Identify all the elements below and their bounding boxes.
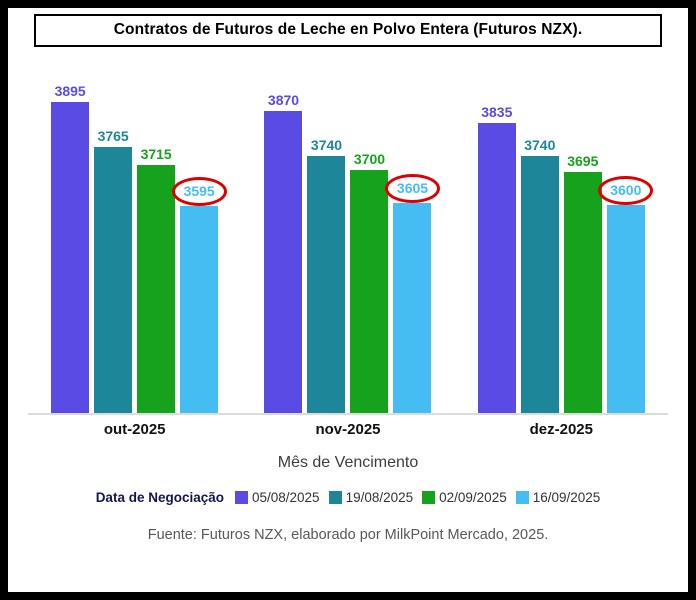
value-label: 3600 bbox=[598, 175, 654, 205]
bar-group: 3870 3740 3700 3605 bbox=[241, 92, 454, 413]
value-text: 3715 bbox=[140, 145, 172, 162]
value-label: 3700 bbox=[354, 151, 385, 167]
bar-column: 3835 bbox=[477, 104, 516, 413]
bar-column: 3740 bbox=[307, 137, 346, 413]
bar-column: 3870 bbox=[264, 92, 303, 413]
bar-column: 3895 bbox=[51, 83, 90, 413]
bar bbox=[520, 155, 559, 413]
legend: Data de Negociação 05/08/2025 19/08/2025 0… bbox=[26, 490, 670, 505]
value-text: 3700 bbox=[353, 150, 386, 167]
bar-column: 3595 bbox=[171, 177, 227, 413]
bar bbox=[94, 147, 133, 413]
value-text: 3740 bbox=[310, 136, 343, 153]
bar bbox=[477, 122, 516, 413]
value-text: 3835 bbox=[481, 103, 513, 120]
bar-group-bars: 3895 3765 3715 3595 bbox=[51, 83, 227, 413]
highlight-ellipse: 3595 bbox=[171, 177, 227, 207]
bar bbox=[393, 202, 432, 413]
value-text: 3895 bbox=[54, 83, 86, 100]
bar bbox=[563, 171, 602, 413]
legend-item-label: 05/08/2025 bbox=[251, 490, 320, 505]
legend-swatch bbox=[422, 491, 436, 504]
bar-column: 3605 bbox=[384, 173, 441, 413]
category-label: out-2025 bbox=[103, 421, 166, 438]
bar-chart-plot-area: 3895 3765 3715 3595 3870 3740 3700 3605 3835 3740… bbox=[28, 63, 668, 415]
bar bbox=[350, 169, 389, 413]
bar bbox=[606, 204, 645, 413]
bar-group-bars: 3835 3740 3695 3600 bbox=[477, 104, 654, 413]
bar-column: 3765 bbox=[94, 128, 133, 413]
x-axis-category-row: out-2025 nov-2025 dez-2025 bbox=[28, 421, 668, 438]
value-label: 3595 bbox=[171, 177, 227, 207]
value-label: 3765 bbox=[98, 128, 129, 144]
bar-column: 3740 bbox=[520, 137, 559, 413]
bar bbox=[307, 155, 346, 413]
x-axis-title: Mês de Vencimento bbox=[277, 454, 419, 471]
value-text: 3695 bbox=[567, 152, 599, 169]
bar bbox=[180, 206, 219, 413]
legend-swatch bbox=[234, 491, 248, 504]
source-caption: Fuente: Futuros NZX, elaborado por MilkP… bbox=[147, 527, 549, 543]
highlight-ellipse: 3600 bbox=[598, 175, 654, 205]
value-label: 3895 bbox=[55, 83, 86, 99]
value-label: 3740 bbox=[311, 137, 342, 153]
legend-swatch bbox=[328, 491, 342, 504]
value-text: 3870 bbox=[267, 91, 300, 108]
legend-item: 16/09/2025 bbox=[515, 490, 601, 505]
category-label: dez-2025 bbox=[529, 421, 593, 438]
value-label: 3740 bbox=[524, 137, 555, 153]
bar bbox=[137, 164, 176, 413]
bar bbox=[51, 102, 90, 413]
bar-column: 3600 bbox=[598, 175, 654, 413]
legend-item: 19/08/2025 bbox=[328, 490, 414, 505]
bar-group: 3835 3740 3695 3600 bbox=[455, 104, 668, 413]
legend-item: 05/08/2025 bbox=[234, 490, 320, 505]
bar-group: 3895 3765 3715 3595 bbox=[28, 83, 241, 413]
legend-item: 02/09/2025 bbox=[422, 490, 507, 505]
bar-group-bars: 3870 3740 3700 3605 bbox=[264, 92, 441, 413]
value-text: 3740 bbox=[524, 136, 556, 153]
category-label: nov-2025 bbox=[315, 421, 381, 438]
bar-column: 3715 bbox=[137, 146, 176, 413]
chart-title: Contratos de Futuros de Leche en Polvo E… bbox=[34, 14, 662, 47]
value-label: 3835 bbox=[481, 104, 512, 120]
legend-title: Data de Negociação bbox=[95, 490, 224, 505]
value-label: 3715 bbox=[141, 146, 172, 162]
legend-item-label: 02/09/2025 bbox=[439, 490, 507, 505]
bar-column: 3695 bbox=[563, 153, 602, 413]
highlight-ellipse: 3605 bbox=[384, 173, 441, 203]
value-text: 3765 bbox=[97, 128, 129, 145]
legend-swatch bbox=[515, 491, 529, 504]
bar bbox=[264, 110, 303, 413]
value-label: 3870 bbox=[268, 92, 299, 108]
value-label: 3695 bbox=[567, 153, 598, 169]
bar-column: 3700 bbox=[350, 151, 389, 413]
value-label: 3605 bbox=[384, 173, 441, 203]
legend-item-label: 16/09/2025 bbox=[532, 490, 601, 505]
legend-item-label: 19/08/2025 bbox=[345, 490, 414, 505]
